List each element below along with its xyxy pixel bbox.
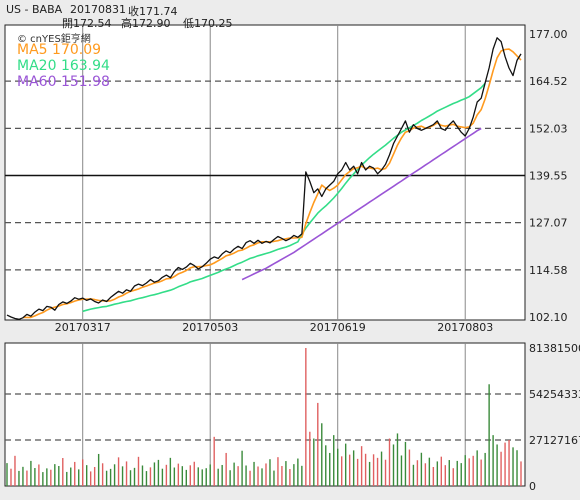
volume-panel: [4, 342, 526, 487]
price-panel: [4, 24, 526, 321]
open-price-label: 開172.54: [62, 17, 112, 30]
legend-ma5-value: 170.09: [52, 42, 102, 58]
date-tick-label: 20170619: [310, 321, 366, 334]
low-price-label: 低170.25: [183, 17, 233, 30]
price-tick-label: 152.03: [529, 122, 568, 135]
volume-tick-label: 54254333: [529, 388, 580, 401]
series-line-ma60: [241, 127, 482, 281]
price-tick-label: 139.55: [529, 170, 568, 183]
legend-ma20-value: 163.94: [60, 58, 110, 74]
legend-ma20-name: MA20: [17, 58, 57, 74]
volume-tick-label: 81381500: [529, 342, 580, 355]
legend-ma60: MA60 151.98: [17, 75, 110, 90]
series-line-close: [6, 37, 522, 320]
legend-ma5-name: MA5: [17, 42, 48, 58]
close-price-label: 收171.74: [128, 5, 178, 18]
legend-ma60-value: 151.98: [60, 74, 110, 90]
cnyes-logo: © cnYES鉅亨網: [17, 34, 91, 45]
symbol-label: US - BABA: [6, 3, 63, 16]
date-tick-label: 20170317: [55, 321, 111, 334]
date-label: 20170831: [70, 3, 126, 16]
date-tick-label: 20170503: [182, 321, 238, 334]
price-tick-label: 164.52: [529, 75, 568, 88]
legend-ma20: MA20 163.94: [17, 59, 110, 74]
price-tick-label: 114.58: [529, 264, 568, 277]
price-tick-label: 102.10: [529, 311, 568, 324]
legend-ma5: MA5 170.09: [17, 43, 101, 58]
date-tick-label: 20170803: [437, 321, 493, 334]
high-price-label: 高172.90: [121, 17, 171, 30]
volume-tick-label: 0: [529, 480, 536, 493]
price-tick-label: 177.00: [529, 28, 568, 41]
price-tick-label: 127.07: [529, 217, 568, 230]
volume-tick-label: 27127167: [529, 434, 580, 447]
series-line-ma20: [82, 82, 486, 313]
legend-ma60-name: MA60: [17, 74, 57, 90]
